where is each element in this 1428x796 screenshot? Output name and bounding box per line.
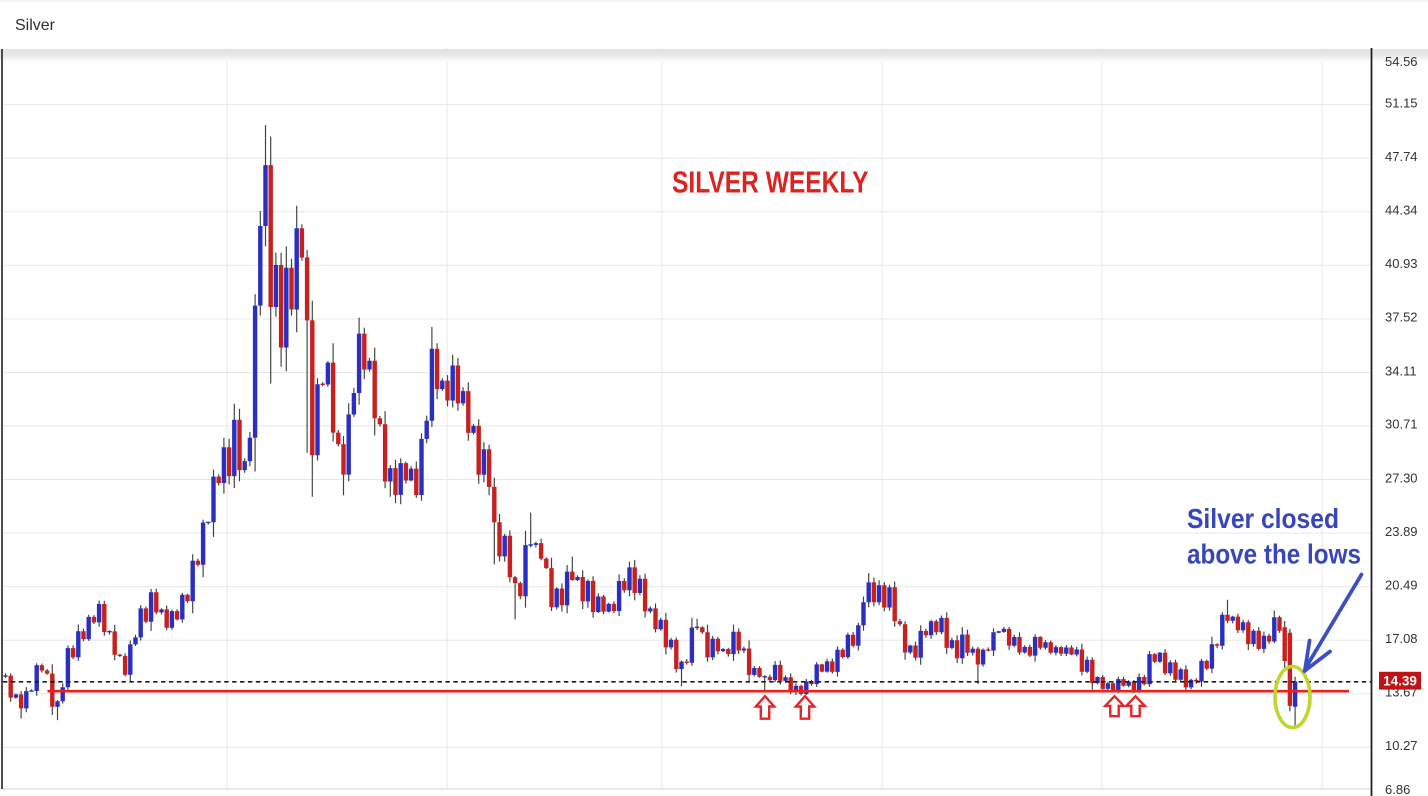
svg-text:10.27: 10.27 [1385, 738, 1418, 753]
svg-text:47.74: 47.74 [1385, 149, 1418, 164]
svg-text:Silver: Silver [15, 17, 56, 34]
svg-text:6.86: 6.86 [1385, 782, 1410, 796]
svg-text:30.71: 30.71 [1385, 417, 1418, 432]
svg-text:20.49: 20.49 [1385, 577, 1418, 592]
svg-text:23.89: 23.89 [1385, 524, 1418, 539]
svg-text:Silver closed: Silver closed [1187, 503, 1339, 534]
svg-text:SILVER WEEKLY: SILVER WEEKLY [672, 165, 869, 200]
svg-text:27.30: 27.30 [1385, 470, 1418, 485]
svg-text:14.39: 14.39 [1383, 673, 1417, 688]
svg-text:34.11: 34.11 [1385, 363, 1417, 378]
svg-text:54.56: 54.56 [1385, 54, 1418, 69]
svg-text:51.15: 51.15 [1385, 95, 1418, 110]
svg-text:37.52: 37.52 [1385, 310, 1418, 325]
svg-text:17.08: 17.08 [1385, 631, 1418, 646]
svg-text:40.93: 40.93 [1385, 256, 1418, 271]
svg-text:44.34: 44.34 [1385, 203, 1418, 218]
svg-text:above the lows: above the lows [1187, 539, 1361, 570]
